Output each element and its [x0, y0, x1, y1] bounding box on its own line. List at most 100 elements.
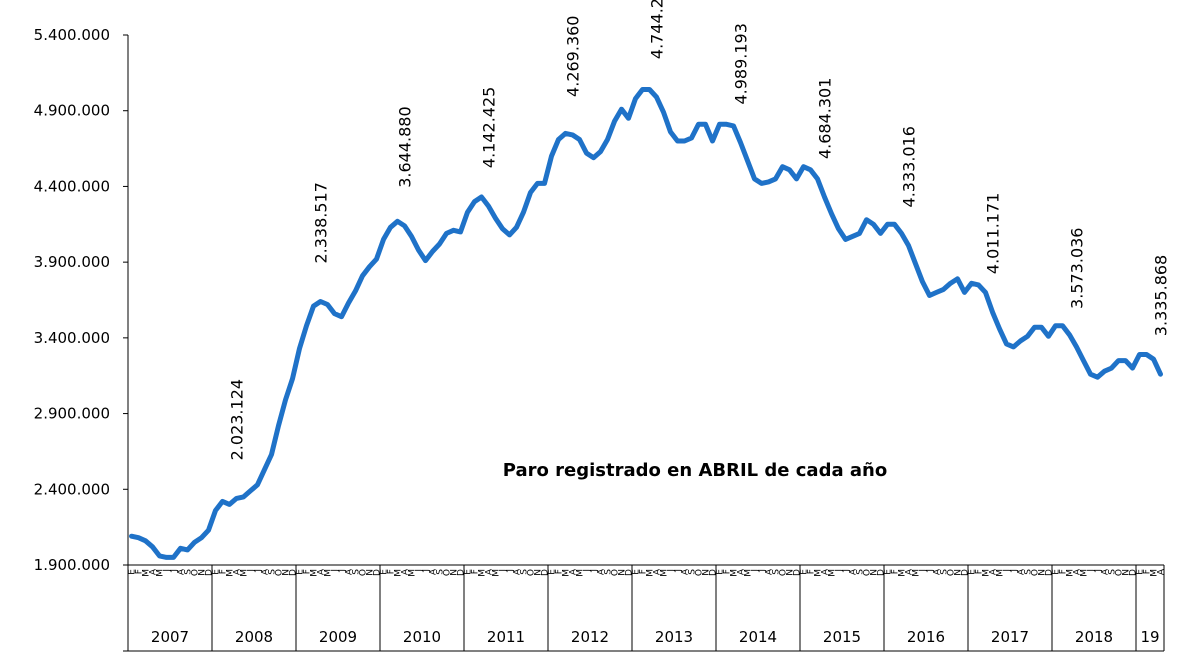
month-label: M — [1080, 569, 1090, 577]
month-label: S — [1108, 569, 1118, 575]
month-label: A — [653, 568, 663, 575]
year-label: 2012 — [571, 628, 609, 646]
month-label: J — [926, 569, 936, 573]
month-label: M — [226, 569, 236, 577]
month-label: J — [506, 569, 516, 573]
month-label: E — [800, 569, 810, 575]
month-label: J — [919, 569, 929, 573]
month-label: S — [1024, 569, 1034, 575]
month-label: A — [737, 568, 747, 575]
month-label: N — [1122, 569, 1132, 576]
month-label: N — [366, 569, 376, 576]
month-label: M — [492, 569, 502, 577]
annotation: 2.023.124 — [228, 379, 247, 460]
month-label: J — [758, 569, 768, 573]
month-label: N — [954, 569, 964, 576]
month-label: E — [632, 569, 642, 575]
month-label: J — [422, 569, 432, 573]
month-label: M — [982, 569, 992, 577]
month-label: J — [331, 569, 341, 573]
month-label: S — [436, 569, 446, 575]
y-tick-label: 2.400.000 — [34, 480, 110, 498]
month-label: O — [863, 569, 873, 576]
month-label: M — [646, 569, 656, 577]
month-label: J — [254, 569, 264, 573]
y-tick-label: 4.900.000 — [34, 102, 110, 120]
month-label: A — [317, 568, 327, 575]
y-tick-label: 3.400.000 — [34, 329, 110, 347]
month-label: M — [156, 569, 166, 577]
month-label: A — [513, 568, 523, 575]
month-label: S — [520, 569, 530, 575]
year-label: 2011 — [487, 628, 525, 646]
month-label: E — [464, 569, 474, 575]
month-label: D — [289, 569, 299, 576]
month-label: D — [541, 569, 551, 576]
month-label: F — [723, 569, 733, 574]
year-label: 2008 — [235, 628, 273, 646]
month-label: A — [401, 568, 411, 575]
month-label: F — [1143, 569, 1153, 574]
month-label: M — [1066, 569, 1076, 577]
month-label: A — [681, 568, 691, 575]
month-label: A — [597, 568, 607, 575]
month-label: M — [744, 569, 754, 577]
month-label: J — [1010, 569, 1020, 573]
month-label: F — [135, 569, 145, 574]
month-label: O — [695, 569, 705, 576]
month-label: N — [870, 569, 880, 576]
month-label: J — [163, 569, 173, 573]
month-label: D — [205, 569, 215, 576]
month-label: O — [1031, 569, 1041, 576]
year-label: 2014 — [739, 628, 777, 646]
month-label: J — [338, 569, 348, 573]
year-label: 2009 — [319, 628, 357, 646]
month-label: D — [877, 569, 887, 576]
annotation: 3.573.036 — [1068, 228, 1087, 309]
month-label: J — [674, 569, 684, 573]
month-label: E — [548, 569, 558, 575]
month-label: A — [905, 568, 915, 575]
month-label: J — [583, 569, 593, 573]
month-label: E — [1136, 569, 1146, 575]
month-label: E — [296, 569, 306, 575]
month-label: O — [611, 569, 621, 576]
month-label: N — [198, 569, 208, 576]
month-label: J — [1094, 569, 1104, 573]
month-label: D — [625, 569, 635, 576]
annotation: 4.989.193 — [732, 23, 751, 104]
y-tick-label: 3.900.000 — [34, 253, 110, 271]
month-label: F — [471, 569, 481, 574]
month-label: F — [219, 569, 229, 574]
month-label: A — [849, 568, 859, 575]
month-label: F — [387, 569, 397, 574]
month-label: O — [1115, 569, 1125, 576]
month-label: F — [303, 569, 313, 574]
month-label: A — [429, 568, 439, 575]
y-tick-label: 5.400.000 — [34, 26, 110, 44]
y-tick-label: 1.900.000 — [34, 556, 110, 574]
month-label: J — [247, 569, 257, 573]
month-label: A — [261, 568, 271, 575]
month-label: M — [394, 569, 404, 577]
month-label: A — [1157, 568, 1167, 575]
month-label: A — [765, 568, 775, 575]
year-label: 2010 — [403, 628, 441, 646]
annotation: 2.338.517 — [312, 182, 331, 263]
month-label: O — [275, 569, 285, 576]
month-label: A — [1017, 568, 1027, 575]
month-label: A — [485, 568, 495, 575]
month-label: M — [310, 569, 320, 577]
month-label: N — [618, 569, 628, 576]
month-label: A — [933, 568, 943, 575]
month-label: O — [527, 569, 537, 576]
month-label: D — [457, 569, 467, 576]
month-label: D — [1045, 569, 1055, 576]
chart-title: Paro registrado en ABRIL de cada año — [503, 460, 887, 481]
month-label: A — [1101, 568, 1111, 575]
month-label: J — [415, 569, 425, 573]
month-label: S — [268, 569, 278, 575]
annotation: 4.142.425 — [480, 87, 499, 168]
month-label: A — [569, 568, 579, 575]
annotation: 3.644.880 — [396, 106, 415, 187]
